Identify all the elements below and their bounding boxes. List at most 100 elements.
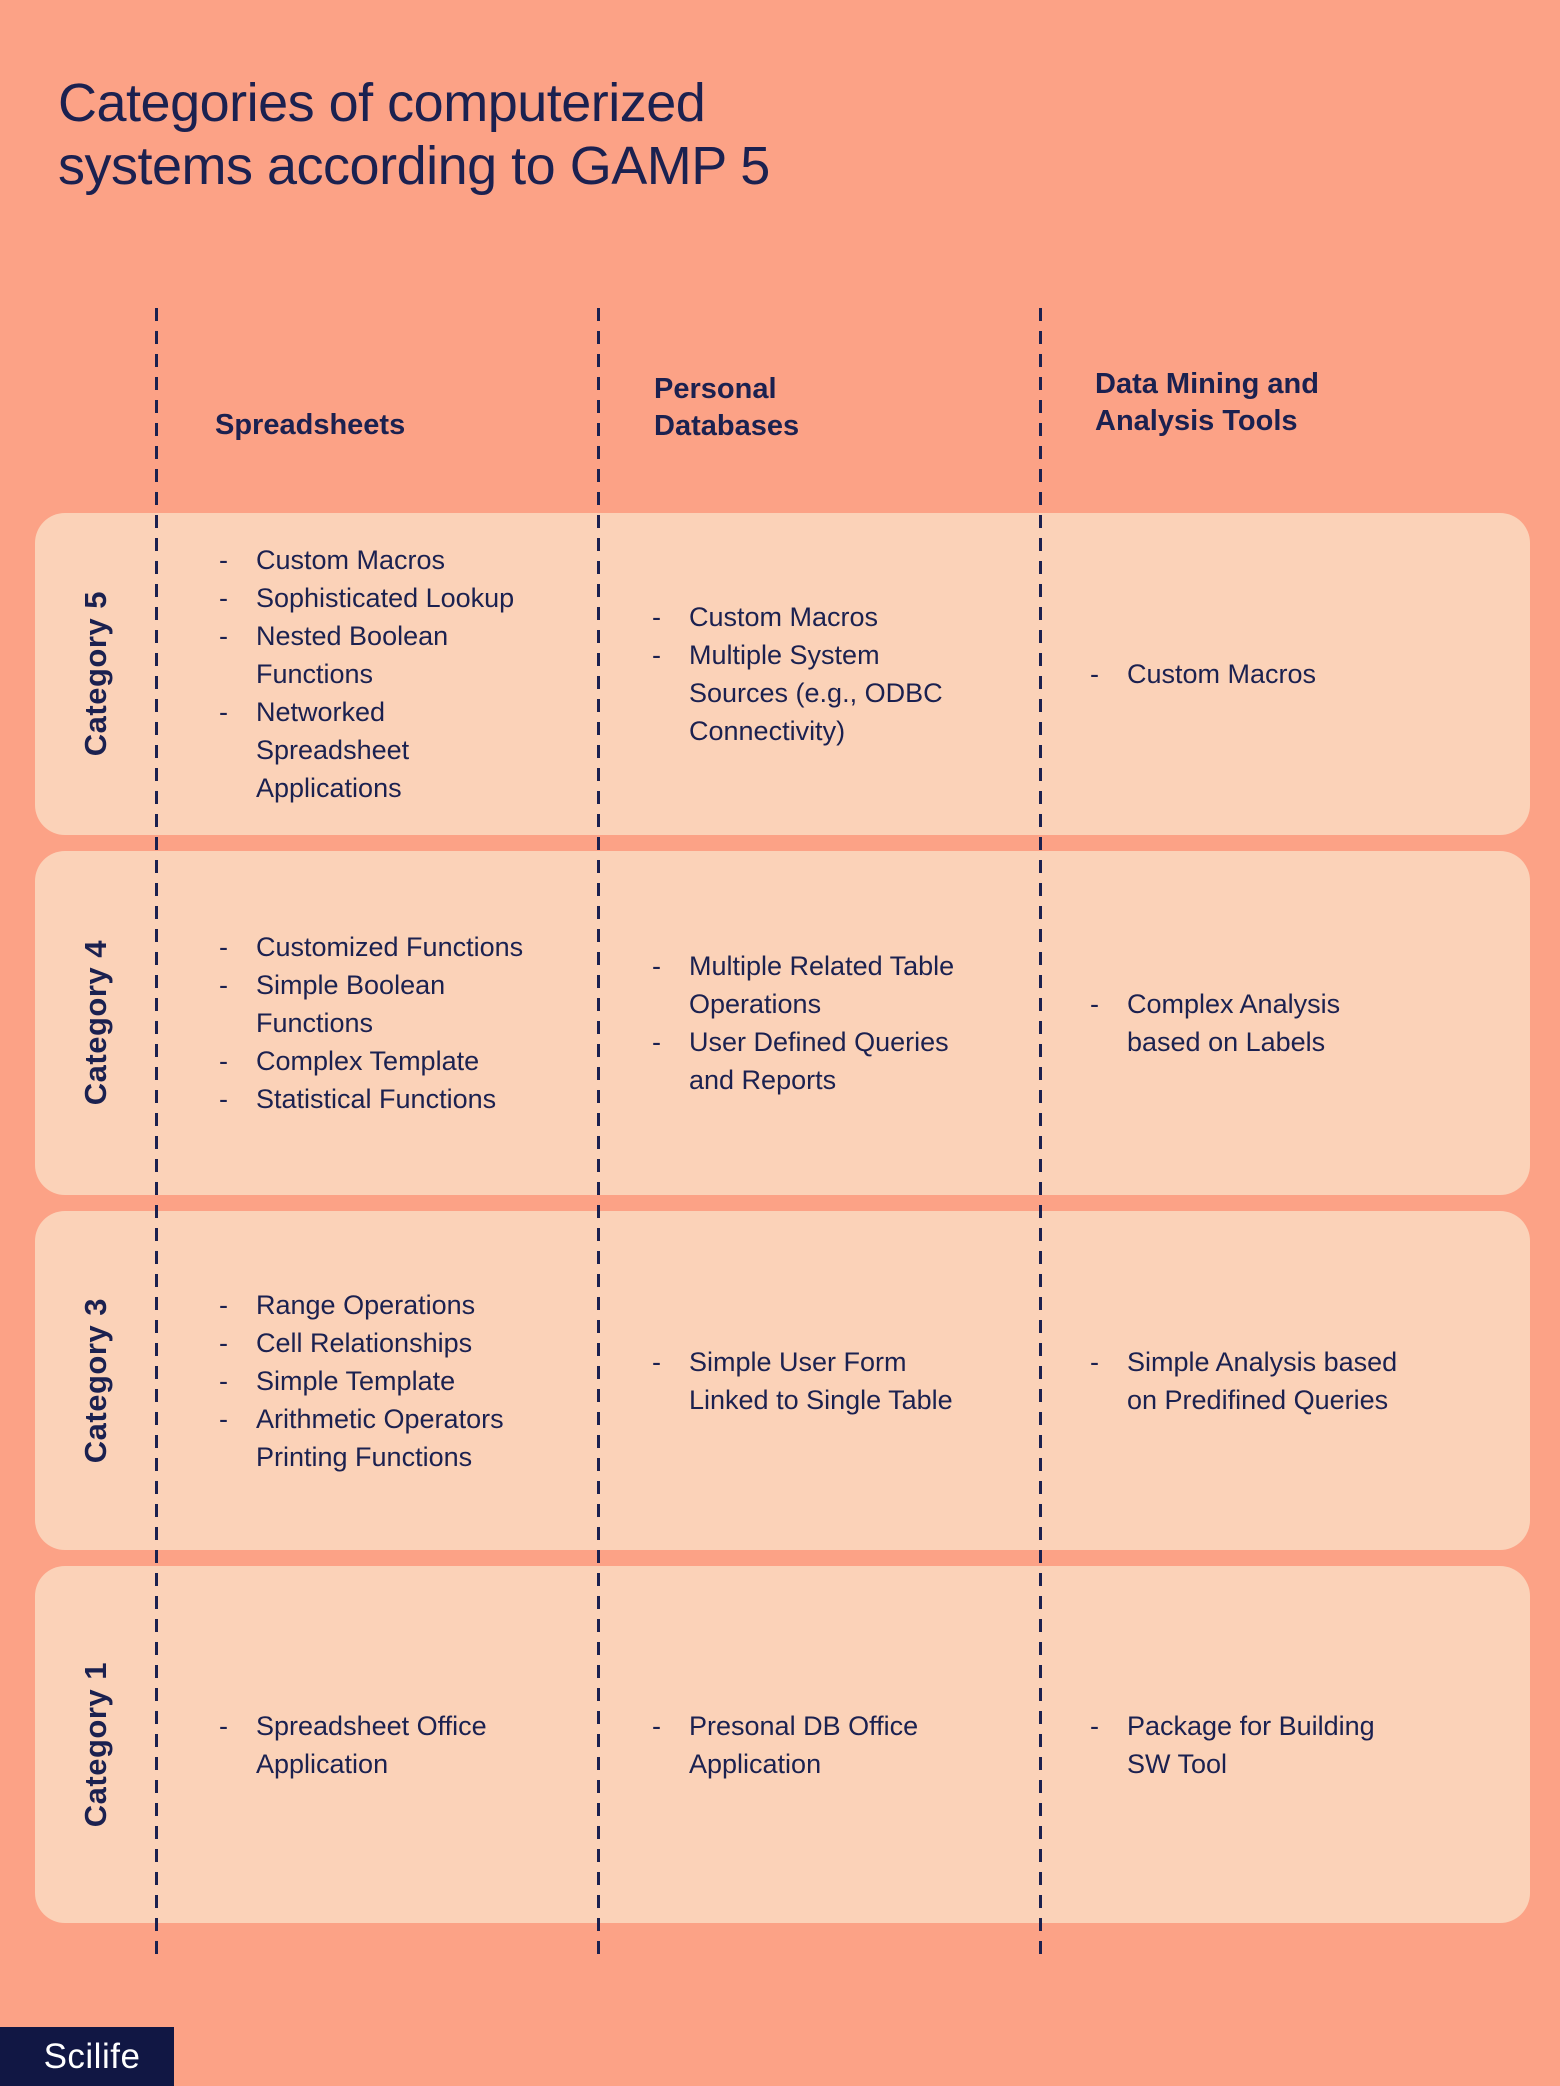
list-item: - Networked Spreadsheet Applications <box>219 693 604 807</box>
list-item: - Multiple System Sources (e.g., ODBC Con… <box>652 636 1002 750</box>
cell-cat4-spreadsheets: - Customized Functions - Simple Boolean Fu… <box>219 851 604 1195</box>
category-row-3: Category 3 - Range Operations - Cell Relat… <box>35 1211 1530 1550</box>
list-item-text: Cell Relationships <box>256 1327 473 1358</box>
list-item: - Simple User Form Linked to Single Table <box>652 1343 1002 1419</box>
list-item: - Presonal DB Office Application <box>652 1707 1002 1783</box>
category-label-container: Category 5 <box>35 513 156 835</box>
bullet-dash: - <box>652 1710 661 1741</box>
list-item-text: Simple Template <box>256 1365 456 1396</box>
bullet-dash: - <box>219 970 228 1000</box>
list-item: - Complex Analysis based on Labels <box>1090 985 1520 1061</box>
list-item-text: Arithmetic Operators Printing Functions <box>256 1403 504 1472</box>
list-item-text: Customized Functions <box>256 932 524 962</box>
cell-cat5-spreadsheets: - Custom Macros - Sophisticated Lookup - Ne… <box>219 513 604 835</box>
list-item-text: Custom Macros <box>256 545 446 575</box>
category-row-5: Category 5 - Custom Macros - Sophisticated… <box>35 513 1530 835</box>
column-divider <box>597 308 600 1963</box>
list-item-text: Simple Boolean Functions <box>256 970 446 1038</box>
cell-cat3-spreadsheets: - Range Operations - Cell Relationships -S… <box>219 1211 604 1550</box>
list-item: - User Defined Queries and Reports <box>652 1023 1002 1099</box>
column-header-personal-databases: Personal Databases <box>654 373 800 442</box>
list-item-text: User Defined Queries and Reports <box>689 1027 949 1095</box>
column-divider <box>155 308 158 1963</box>
list-item-text: Custom Macros <box>1127 659 1317 689</box>
list-item: - Customized Functions <box>219 928 604 966</box>
list-item-text: Complex Analysis based on Labels <box>1127 989 1341 1057</box>
list-item-text: Multiple System Sources (e.g., ODBC Conn… <box>689 640 943 746</box>
list-item: - Sophisticated Lookup <box>219 579 604 617</box>
column-divider <box>1039 308 1042 1963</box>
cell-cat1-personal-databases: - Presonal DB Office Application <box>652 1566 1002 1923</box>
list-item: - Arithmetic Operators Printing Functions <box>219 1400 604 1476</box>
cell-cat4-data-mining: - Complex Analysis based on Labels <box>1090 851 1520 1195</box>
list-item-text: Custom Macros <box>689 602 879 632</box>
cell-cat4-personal-databases: - Multiple Related Table Operations - User… <box>652 851 1002 1195</box>
list-item-text: Spreadsheet Office Application <box>256 1710 487 1779</box>
bullet-dash: - <box>652 951 661 981</box>
list-item: - Statistical Functions <box>219 1080 604 1118</box>
list-item: - Simple Boolean Functions <box>219 966 604 1042</box>
list-item: - Custom Macros <box>652 598 1002 636</box>
bullet-dash: - <box>652 1027 661 1057</box>
bullet-dash: - <box>219 621 228 651</box>
list-item-text: Sophisticated Lookup <box>256 583 515 613</box>
bullet-dash: - <box>652 602 661 632</box>
bullet-dash: - <box>219 1046 228 1076</box>
list-item-text: Range Operations <box>256 1289 476 1320</box>
list-item: - Multiple Related Table Operations <box>652 947 1002 1023</box>
list-item: - Nested Boolean Functions <box>219 617 604 693</box>
list-item: - Simple Analysis based on Predifined Que… <box>1090 1343 1520 1419</box>
bullet-dash: - <box>219 932 228 962</box>
category-label: Category 3 <box>77 1297 113 1464</box>
bullet-dash: - <box>219 697 228 727</box>
bullet-dash: - <box>219 583 228 613</box>
bullet-dash: - <box>1090 1346 1099 1377</box>
bullet-dash: - <box>652 1346 661 1377</box>
list-item-text: Complex Template <box>256 1046 480 1076</box>
list-item-text: Package for Building SW Tool <box>1127 1710 1375 1779</box>
bullet-dash: - <box>219 1289 228 1320</box>
list-item: - Package for Building SW Tool <box>1090 1707 1520 1783</box>
category-label: Category 4 <box>77 940 113 1106</box>
bullet-dash: - <box>219 1084 228 1114</box>
category-label-container: Category 3 <box>35 1211 156 1550</box>
category-row-1: Category 1 - Spreadsheet Office Applicati… <box>35 1566 1530 1923</box>
list-item: - Simple Template <box>219 1362 604 1400</box>
column-header-data-mining: Data Mining and Analysis Tools <box>1095 368 1319 437</box>
bullet-dash: - <box>219 545 228 575</box>
bullet-dash: - <box>1090 1710 1099 1741</box>
list-item-text: Multiple Related Table Operations <box>689 951 955 1019</box>
cell-cat5-data-mining: - Custom Macros <box>1090 513 1520 835</box>
bullet-dash: - <box>219 1365 228 1396</box>
list-item: - Range Operations <box>219 1286 604 1324</box>
bullet-dash: - <box>1090 659 1099 689</box>
cell-cat1-data-mining: - Package for Building SW Tool <box>1090 1566 1520 1923</box>
bullet-dash: - <box>219 1327 228 1358</box>
list-item: - Complex Template <box>219 1042 604 1080</box>
cell-cat5-personal-databases: - Custom Macros - Multiple System Sources … <box>652 513 1002 835</box>
list-item: - Custom Macros <box>219 541 604 579</box>
list-item-text: Networked Spreadsheet Applications <box>256 697 410 803</box>
cell-cat3-data-mining: - Simple Analysis based on Predifined Que… <box>1090 1211 1520 1550</box>
category-label: Category 1 <box>77 1661 113 1828</box>
page-title: Categories of computerized systems accor… <box>58 73 770 196</box>
list-item: - Custom Macros <box>1090 655 1520 693</box>
list-item-text: Simple Analysis based on Predifined Quer… <box>1127 1346 1398 1415</box>
category-label: Category 5 <box>77 591 113 757</box>
category-row-4: Category 4 - Customized Functions - Simple… <box>35 851 1530 1195</box>
list-item: - Spreadsheet Office Application <box>219 1707 604 1783</box>
list-item-text: Nested Boolean Functions <box>256 621 449 689</box>
bullet-dash: - <box>219 1710 228 1741</box>
column-header-spreadsheets: Spreadsheets <box>215 409 406 441</box>
category-label-container: Category 1 <box>35 1566 156 1923</box>
category-label-container: Category 4 <box>35 851 156 1195</box>
bullet-dash: - <box>652 640 661 670</box>
bullet-dash: - <box>219 1403 228 1434</box>
list-item-text: Presonal DB Office Application <box>689 1710 919 1779</box>
list-item-text: Statistical Functions <box>256 1084 497 1114</box>
bullet-dash: - <box>1090 989 1099 1019</box>
cell-cat3-personal-databases: - Simple User Form Linked to Single Table <box>652 1211 1002 1550</box>
list-item: - Cell Relationships <box>219 1324 604 1362</box>
cell-cat1-spreadsheets: - Spreadsheet Office Application <box>219 1566 604 1923</box>
